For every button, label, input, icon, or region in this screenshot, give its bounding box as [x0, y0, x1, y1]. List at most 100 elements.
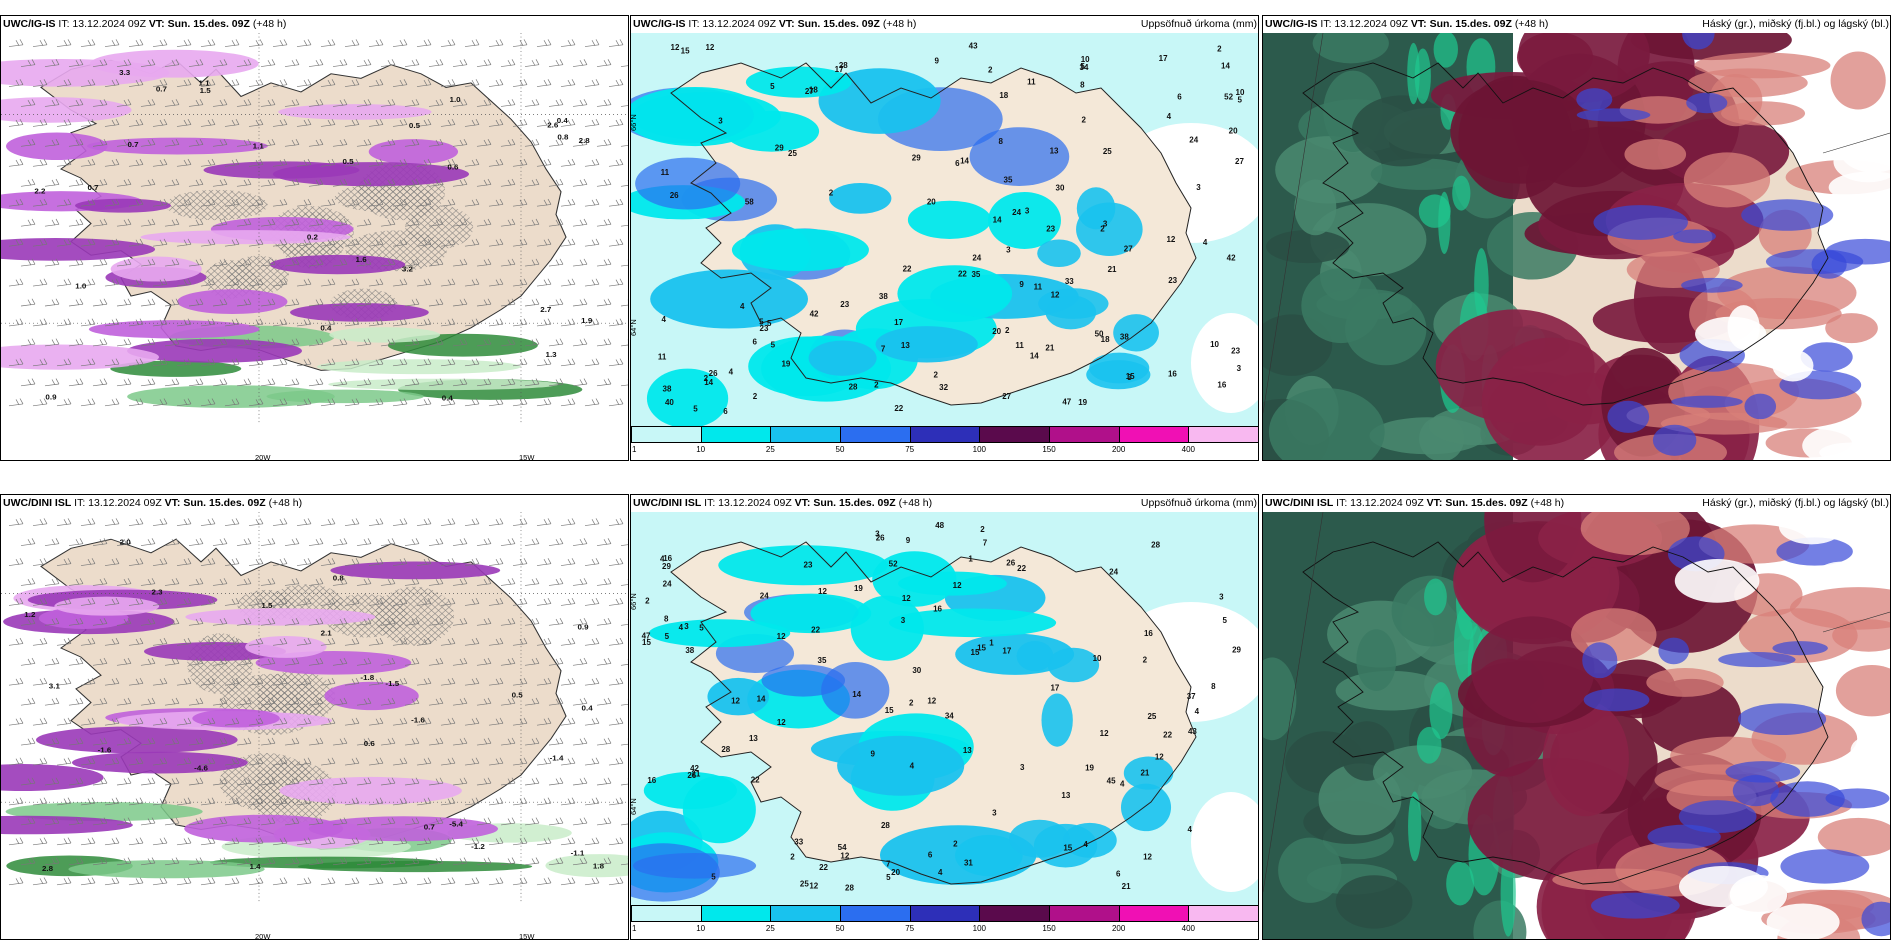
mid-cloud-blue	[1576, 88, 1613, 111]
colorbar-swatch	[1049, 426, 1120, 443]
colorbar-swatch	[1118, 426, 1190, 443]
precip-value: 15	[971, 648, 980, 657]
mid-cloud-blue	[1583, 688, 1650, 712]
colorbar-label: 25	[765, 445, 775, 454]
precip-value: 5	[665, 632, 670, 641]
snow-hatch	[334, 183, 435, 213]
value-label: -1.1	[571, 849, 586, 858]
precip-value: 26	[876, 533, 885, 542]
precip-value: 21	[1140, 769, 1149, 778]
precip-area	[1120, 783, 1172, 832]
panel-title: UWC/DINI ISL IT: 13.12.2024 09Z VT: Sun.…	[633, 497, 1257, 509]
value-label: 1.5	[261, 601, 273, 610]
precip-value: 6	[752, 338, 757, 347]
rain-band	[127, 385, 335, 408]
precip-value: 2	[1100, 224, 1105, 233]
precip-value: 15	[1126, 372, 1135, 381]
precip-value: 15	[977, 644, 986, 653]
value-label: 1.3	[546, 350, 557, 359]
precip-value: 3	[1127, 373, 1132, 382]
precip-value: 4	[1187, 825, 1192, 834]
precip-value: 5	[693, 404, 698, 413]
mid-cloud-blue	[1737, 703, 1827, 736]
value-label: 0.9	[577, 623, 588, 632]
precip-value: 12	[777, 632, 786, 641]
precip-value: 33	[1065, 277, 1074, 286]
precip-value: 4	[679, 623, 684, 632]
precip-area	[632, 852, 757, 879]
mid-cloud-blue	[1718, 652, 1796, 668]
precip-area	[879, 825, 1037, 885]
precip-value: 28	[849, 383, 858, 392]
value-label: 1.1	[253, 142, 265, 151]
value-label: 0.5	[409, 122, 421, 131]
panel-wind-bottom: UWC/DINI ISL IT: 13.12.2024 09Z VT: Sun.…	[0, 494, 629, 940]
lon-label-15w: 15W	[519, 453, 535, 461]
lat-label-66n: 66°N	[630, 114, 638, 131]
precip-value: 3	[1020, 763, 1025, 772]
precip-value: 18	[999, 91, 1008, 100]
precip-value: 14	[960, 156, 969, 165]
precip-value: 5	[767, 319, 772, 328]
precip-value: 5	[1223, 616, 1228, 625]
colorbar-swatch	[840, 426, 911, 443]
lon-label-20w: 20W	[255, 453, 271, 461]
precip-value: 33	[794, 837, 803, 846]
clear-gap	[1778, 512, 1845, 545]
mid-cloud	[1646, 668, 1724, 697]
precip-value: 42	[690, 764, 699, 773]
precip-value: 19	[781, 359, 790, 368]
precip-value: 15	[885, 706, 894, 715]
panel-clouds-top: UWC/IG-IS IT: 13.12.2024 09Z VT: Sun. 15…	[1262, 15, 1891, 461]
precip-value: 17	[835, 65, 844, 74]
boundary-line	[1822, 132, 1890, 154]
cloud-edge	[1452, 175, 1471, 211]
precip-value: 20	[891, 868, 900, 877]
value-label: 0.7	[127, 140, 138, 149]
snow-band	[184, 814, 344, 843]
colorbar-label: 200	[1111, 445, 1126, 454]
clear-gap	[1802, 424, 1890, 460]
precip-value: 14	[757, 695, 766, 704]
mid-cloud-blue	[1652, 424, 1697, 456]
mid-cloud-blue	[1744, 393, 1777, 420]
precip-value: 10	[1236, 88, 1245, 97]
precip-value: 6	[1177, 93, 1182, 102]
precip-value: 5	[770, 82, 775, 91]
colorbar-swatch	[700, 426, 772, 443]
precip-value: 1	[968, 555, 973, 564]
precip-value: 12	[705, 43, 714, 52]
precip-value: 35	[1004, 175, 1013, 184]
precip-values: 1272444334171330211520262212253729282233…	[642, 521, 1242, 892]
precip-value: 50	[1095, 330, 1104, 339]
snow-band	[290, 303, 429, 322]
precip-value: 22	[1017, 564, 1026, 573]
colorbar-swatch	[909, 905, 981, 922]
colorbar: 1 10 25 50 75 100 150 200 400	[631, 426, 1258, 460]
precip-value: 13	[1050, 146, 1059, 155]
precip-value: 4	[910, 762, 915, 771]
mid-cloud	[1789, 587, 1890, 630]
value-label: 3.3	[119, 68, 130, 77]
colorbar-label: 1	[632, 445, 637, 454]
value-label: 0.4	[320, 324, 332, 333]
mid-cloud-blue	[1770, 781, 1845, 817]
boundary-line	[1263, 512, 1324, 893]
precip-value: 5	[886, 873, 891, 882]
precip-value: 15	[1063, 844, 1072, 853]
precip-value: 9	[906, 536, 911, 545]
mid-cloud	[1626, 251, 1720, 289]
precip-value: 8	[1211, 682, 1216, 691]
precip-area	[731, 228, 869, 272]
precip-value: 14	[852, 690, 861, 699]
precip-value: 11	[661, 168, 670, 177]
precip-value: 4	[1203, 238, 1208, 247]
precip-value: 2	[645, 597, 650, 606]
panel-title: UWC/IG-IS IT: 13.12.2024 09Z VT: Sun. 15…	[633, 18, 1257, 30]
cloud-edge	[1446, 861, 1475, 906]
clear-gap	[1850, 736, 1885, 765]
precip-value: 3	[901, 616, 906, 625]
mid-cloud	[1683, 152, 1771, 208]
panel-title: UWC/DINI ISL IT: 13.12.2024 09Z VT: Sun.…	[3, 497, 303, 509]
precip-value: 4	[938, 868, 943, 877]
